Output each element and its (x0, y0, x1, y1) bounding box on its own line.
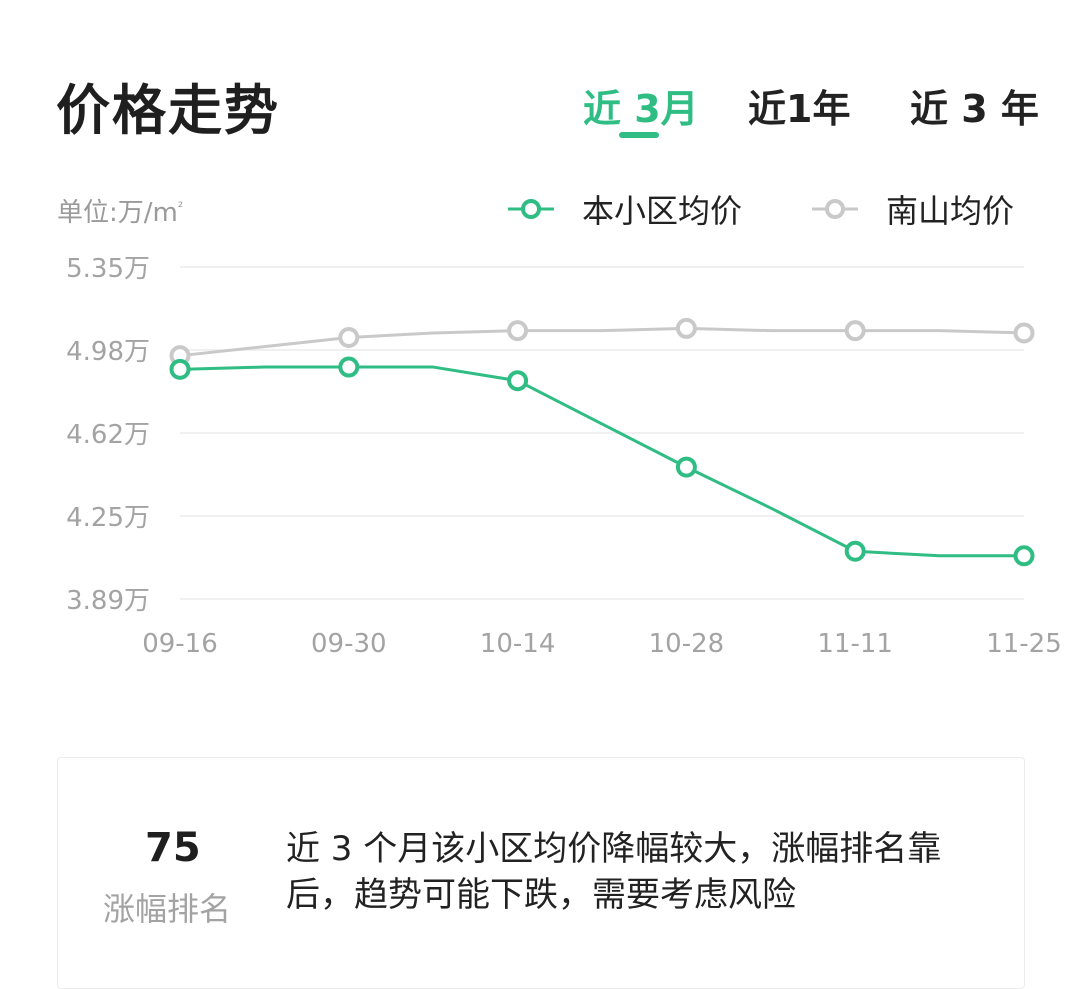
data-point-nanshan (507, 320, 529, 342)
legend-item-community: 本小区均价 (508, 186, 742, 232)
legend-item-nanshan: 南山均价 (812, 186, 1014, 232)
data-point-community (507, 370, 529, 392)
data-point-community (338, 356, 360, 378)
tab-3-months[interactable]: 近 3月 (583, 87, 699, 131)
data-point-nanshan (844, 320, 866, 342)
series-line-community (179, 365, 1024, 558)
x-tick-label: 10-14 (480, 629, 556, 659)
tab-1-year[interactable]: 近1年 (748, 87, 851, 131)
y-tick-label: 4.25万 (66, 503, 150, 533)
x-tick-label: 11-25 (986, 629, 1062, 659)
legend-swatch-nanshan (812, 199, 858, 219)
x-tick-label: 10-28 (649, 629, 725, 659)
price-trend-chart: 5.35万 4.98万 4.62万 4.25万 3.89万 09-16 09-30 10-14… (66, 254, 1062, 659)
x-tick-label: 09-16 (142, 629, 218, 659)
unit-label-sup: ² (177, 200, 184, 216)
unit-label-text: 单位:万/m (57, 198, 178, 228)
y-tick-label: 5.35万 (66, 254, 150, 284)
y-tick-label: 4.62万 (66, 420, 150, 450)
x-tick-label: 09-30 (311, 629, 387, 659)
legend-label-community: 本小区均价 (582, 192, 743, 230)
x-tick-label: 11-11 (817, 629, 893, 659)
data-point-community (675, 456, 697, 478)
y-tick-label: 3.89万 (66, 586, 150, 616)
summary-text: 近 3 个月该小区均价降幅较大，涨幅排名靠后，趋势可能下跌，需要考虑风险 (286, 829, 942, 915)
y-tick-label: 4.98万 (66, 337, 150, 367)
data-point-community (169, 358, 191, 380)
active-tab-indicator (619, 132, 659, 138)
legend-label-nanshan: 南山均价 (886, 192, 1015, 230)
rank-label: 涨幅排名 (103, 890, 232, 928)
page-title: 价格走势 (56, 79, 280, 142)
data-point-nanshan (1013, 322, 1035, 344)
data-point-community (844, 540, 866, 562)
series-line-nanshan (179, 326, 1025, 358)
rank-value: 75 (145, 825, 201, 871)
data-point-nanshan (338, 326, 360, 348)
data-point-community (1013, 545, 1035, 567)
data-point-nanshan (675, 317, 697, 339)
tab-3-years[interactable]: 近 3 年 (910, 87, 1039, 131)
unit-label: 单位:万/m² (57, 192, 183, 229)
legend-swatch-community (508, 199, 554, 219)
